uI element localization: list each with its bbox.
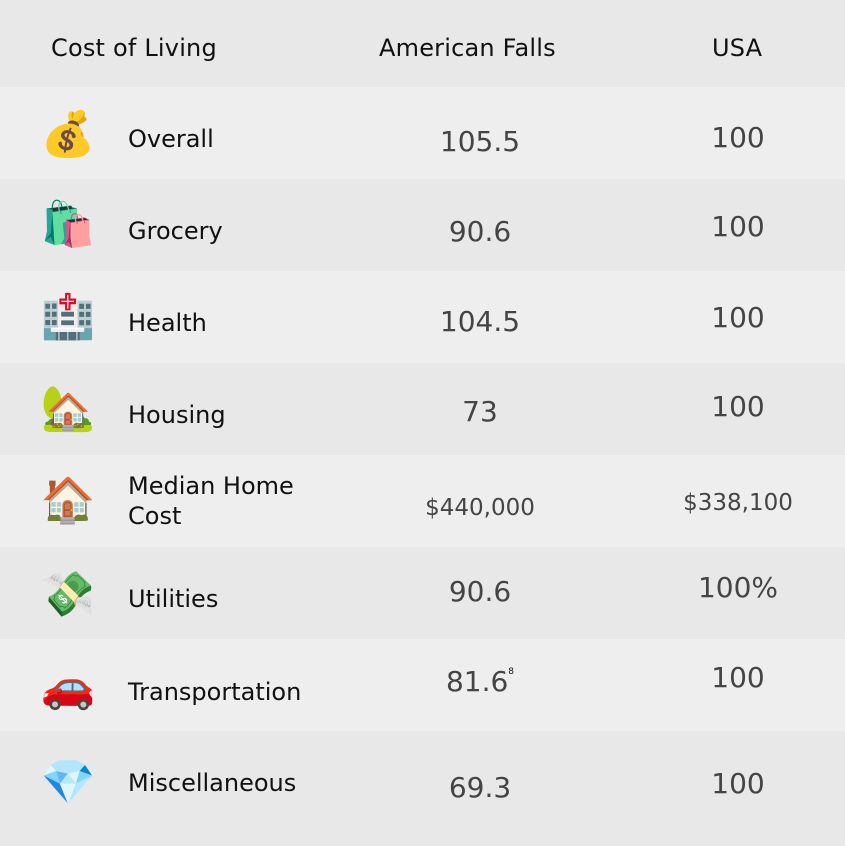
row-label: Utilities: [128, 585, 219, 613]
american-falls-value: 81.68: [380, 665, 580, 698]
car-icon: 🚗: [40, 661, 96, 712]
american-falls-value: 104.5: [439, 305, 521, 338]
table-row-miscellaneous: 💎 Miscellaneous 69.3 100: [0, 731, 845, 846]
row-label: Grocery: [128, 217, 223, 245]
table-row-grocery: 🛍️ Grocery 90.6 100: [0, 179, 845, 271]
usa-value: 100: [711, 661, 765, 694]
american-falls-value: 90.6: [448, 215, 512, 248]
usa-value: 100: [711, 210, 765, 243]
row-label: Transportation: [128, 678, 302, 706]
american-falls-number: 81.6: [445, 665, 509, 698]
money-with-wings-icon: 💸: [40, 569, 96, 620]
row-label: Overall: [128, 125, 214, 153]
header-cost-of-living: Cost of Living: [51, 34, 217, 62]
house-icon: 🏠: [40, 475, 96, 526]
superscript-mark: 8: [508, 667, 515, 677]
money-bag-icon: 💰: [40, 109, 96, 160]
table-row-median-home-cost: 🏠 Median Home Cost $440,000 $338,100: [0, 455, 845, 547]
usa-value: 100%: [697, 571, 779, 604]
table-row-health: 🏥 Health 104.5 100: [0, 271, 845, 363]
header-american-falls: American Falls: [379, 34, 556, 62]
american-falls-value: 69.3: [448, 771, 512, 804]
american-falls-value: 73: [462, 395, 498, 428]
table-row-housing: 🏡 Housing 73 100: [0, 363, 845, 455]
usa-value: 100: [711, 301, 765, 334]
hospital-icon: 🏥: [40, 291, 96, 342]
table-row-overall: 💰 Overall 105.5 100: [0, 87, 845, 179]
row-label: Miscellaneous: [128, 769, 297, 797]
usa-value: 100: [711, 121, 765, 154]
table-row-utilities: 💸 Utilities 90.6 100%: [0, 547, 845, 639]
gem-icon: 💎: [40, 757, 96, 808]
table-row-transportation: 🚗 Transportation 81.68 100: [0, 639, 845, 731]
american-falls-value: 105.5: [439, 125, 521, 158]
usa-value: 100: [711, 390, 765, 423]
row-label: Housing: [128, 401, 226, 429]
house-with-garden-icon: 🏡: [40, 383, 96, 434]
american-falls-value: 90.6: [448, 575, 512, 608]
american-falls-value: $440,000: [425, 495, 535, 521]
usa-value: 100: [711, 767, 765, 800]
header-usa: USA: [712, 34, 763, 62]
table-header: Cost of Living American Falls USA: [0, 0, 845, 87]
shopping-bags-icon: 🛍️: [40, 199, 96, 250]
row-label: Median Home Cost: [128, 472, 294, 530]
usa-value: $338,100: [683, 490, 793, 516]
row-label: Health: [128, 309, 207, 337]
